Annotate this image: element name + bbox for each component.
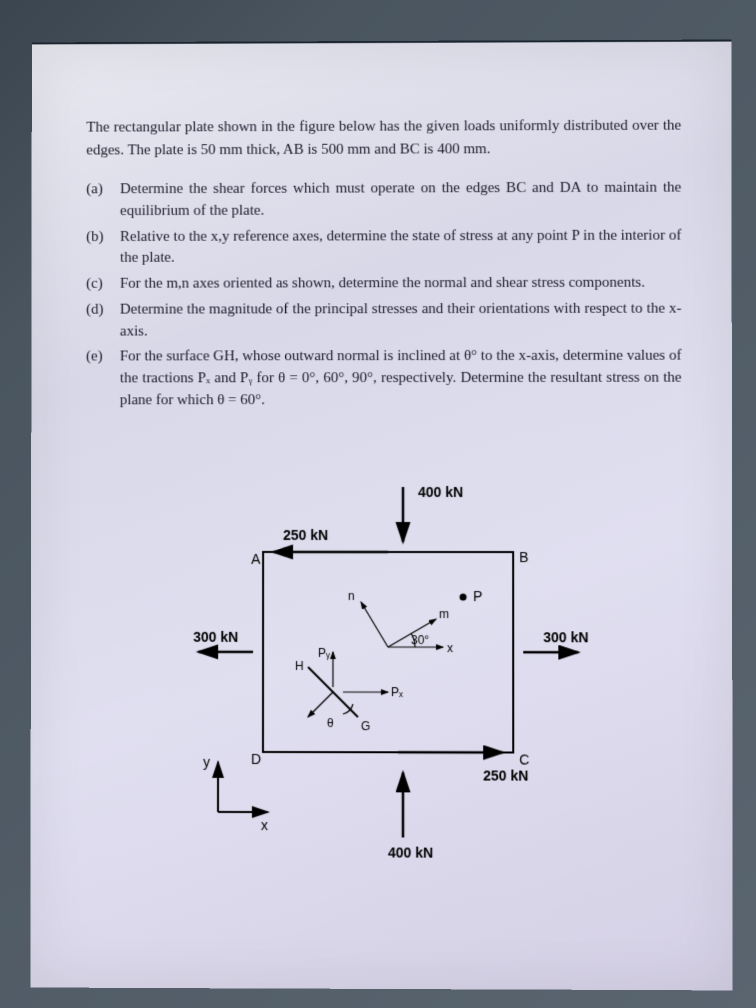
angle-arc-theta	[343, 704, 353, 714]
label-m: m	[439, 607, 449, 621]
plate-figure: A B C D 400 kN 400 kN 250 kN 250 kN 300 …	[143, 451, 624, 872]
arrow-normal-gh	[308, 692, 333, 717]
part-d-body: Determine the magnitude of the principal…	[120, 298, 682, 342]
part-b-tag: (b)	[86, 227, 120, 270]
corner-A: A	[251, 550, 261, 566]
point-P	[460, 593, 467, 600]
part-e-body: For the surface GH, whose outward normal…	[120, 346, 682, 412]
label-30deg: 30°	[411, 633, 429, 647]
part-c-tag: (c)	[86, 274, 120, 296]
figure-wrap: A B C D 400 kN 400 kN 250 kN 250 kN 300 …	[85, 451, 682, 873]
part-d: (d) Determine the magnitude of the princ…	[86, 298, 681, 342]
axis-n	[361, 602, 388, 647]
part-c: (c) For the m,n axes oriented as shown, …	[86, 273, 681, 296]
corner-D: D	[251, 750, 261, 766]
problem-intro: The rectangular plate shown in the figur…	[86, 115, 681, 162]
label-H: H	[295, 658, 304, 672]
corner-C: C	[519, 751, 529, 767]
label-left-300: 300 kN	[193, 628, 238, 644]
label-P: P	[473, 588, 482, 604]
label-Px: Pₓ	[391, 685, 403, 699]
label-right-300: 300 kN	[543, 629, 588, 645]
part-c-body: For the m,n axes oriented as shown, dete…	[120, 273, 682, 296]
part-b: (b) Relative to the x,y reference axes, …	[86, 225, 681, 270]
label-theta: θ	[327, 716, 334, 730]
label-top-250: 250 kN	[283, 526, 328, 542]
parts-list: (a) Determine the shear forces which mus…	[86, 178, 682, 412]
part-a: (a) Determine the shear forces which mus…	[86, 178, 681, 223]
label-Py: Pᵧ	[318, 645, 330, 659]
label-top-400: 400 kN	[418, 483, 463, 499]
label-G: G	[361, 719, 370, 733]
plate-rect	[263, 551, 513, 752]
part-e: (e) For the surface GH, whose outward no…	[86, 346, 682, 412]
label-x-global: x	[261, 817, 268, 833]
part-b-body: Relative to the x,y reference axes, dete…	[120, 225, 682, 270]
label-bottom-250: 250 kN	[483, 767, 528, 783]
corner-B: B	[519, 549, 528, 565]
part-e-tag: (e)	[86, 347, 120, 412]
label-y-global: y	[203, 753, 210, 769]
label-n: n	[348, 588, 355, 602]
label-bottom-400: 400 kN	[388, 844, 433, 860]
part-a-body: Determine the shear forces which must op…	[120, 178, 681, 223]
part-d-tag: (d)	[86, 299, 120, 342]
part-a-tag: (a)	[86, 179, 120, 222]
label-x-local: x	[447, 641, 453, 655]
